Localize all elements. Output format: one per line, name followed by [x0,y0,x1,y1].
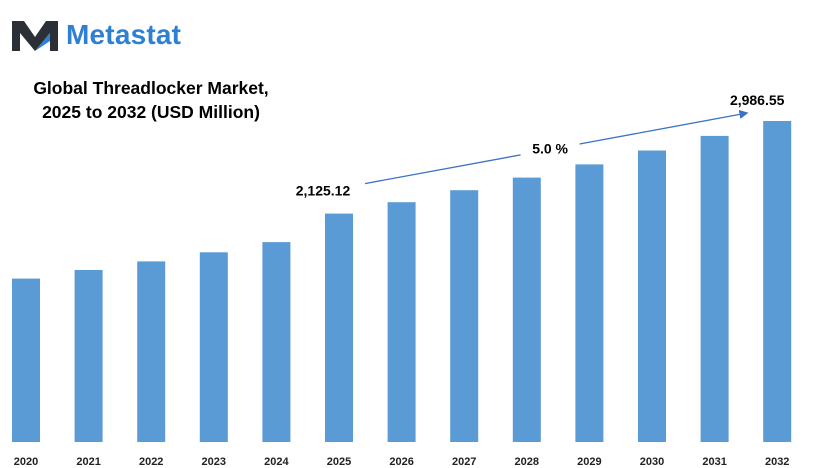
bar-2020 [12,278,40,442]
x-tick-label: 2026 [389,456,413,468]
x-tick-label: 2023 [202,456,226,468]
growth-arrow-head [579,109,749,145]
bar-2021 [74,270,103,442]
bar-2026 [387,202,416,442]
x-tick-label: 2021 [76,456,100,468]
brand-name: Metastat [66,19,182,50]
x-tick-label: 2024 [264,456,289,468]
x-tick-label: 2030 [640,456,664,468]
x-tick-label: 2029 [577,456,601,468]
bar-2022 [137,261,166,442]
x-tick-label: 2031 [702,456,726,468]
x-tick-label: 2028 [515,456,539,468]
x-axis-ticks: 2020 2021 2022 2023 2024 2025 2026 2027 2028 2029… [14,456,790,468]
x-tick-label: 2022 [139,456,163,468]
x-tick-label: 2020 [14,456,38,468]
x-tick-label: 2025 [327,456,351,468]
x-tick-label: 2032 [765,456,789,468]
bar-2029 [575,164,604,442]
metastat-m-logo-icon [12,21,58,51]
bar-2031 [700,135,729,442]
bar-2025 [325,213,353,442]
bar-2024 [262,242,291,442]
growth-arrow-line [364,154,521,185]
chart-title-block: Global Threadlocker Market, 2025 to 2032… [16,76,286,124]
chart-title: Global Threadlocker Market, [33,78,269,98]
cagr-label: 5.0 % [532,140,568,156]
x-tick-label: 2027 [452,456,476,468]
chart-subtitle: 2025 to 2032 (USD Million) [42,102,260,122]
annotations-group: 2,125.12 2,986.55 5.0 % [296,92,785,199]
value-label-2025: 2,125.12 [296,183,351,199]
brand-logo: Metastat [10,14,181,56]
bar-2028 [512,177,541,442]
bar-2032 [763,121,792,442]
bar-2030 [638,150,666,442]
bar-2023 [199,252,228,442]
bar-2027 [450,190,479,442]
value-label-2032: 2,986.55 [730,92,785,108]
bars-group [12,121,792,442]
